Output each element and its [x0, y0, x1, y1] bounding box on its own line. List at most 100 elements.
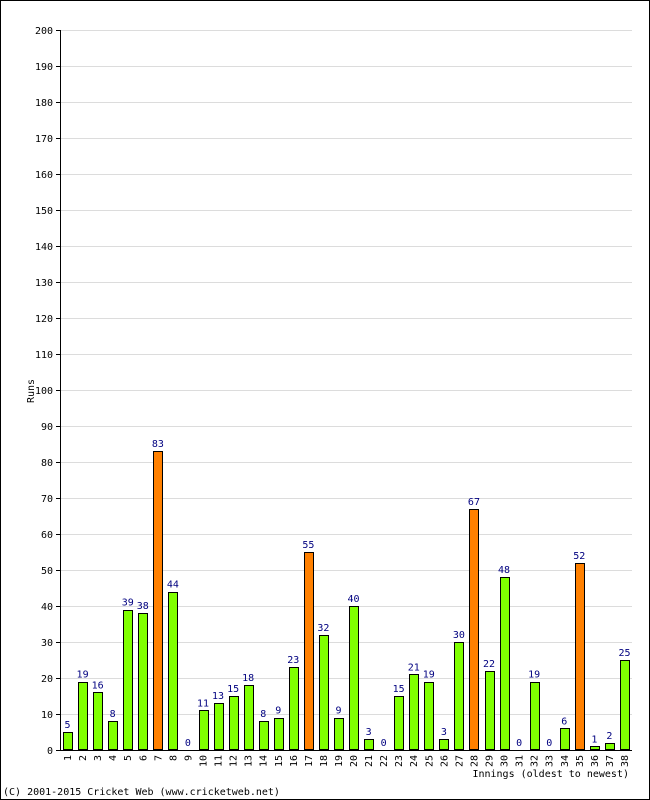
x-tick-label: 17 [304, 755, 315, 767]
x-tick-label: 22 [379, 755, 390, 767]
x-tick-label: 14 [259, 755, 270, 767]
bar [469, 509, 479, 750]
y-tick-label: 200 [35, 26, 53, 37]
bar [138, 613, 148, 750]
x-tick-label: 4 [108, 755, 119, 761]
x-axis-title: Innings (oldest to newest) [472, 769, 629, 780]
bar [244, 685, 254, 750]
x-tick-label: 8 [168, 755, 179, 761]
data-label: 8 [260, 709, 266, 720]
data-label: 21 [408, 662, 420, 673]
bar [530, 682, 540, 750]
bar [364, 739, 374, 750]
data-label: 18 [242, 673, 254, 684]
x-tick-label: 36 [590, 755, 601, 767]
x-tick-label: 15 [274, 755, 285, 767]
data-label: 9 [335, 706, 341, 717]
data-label: 39 [122, 598, 134, 609]
x-tick-label: 24 [409, 755, 420, 767]
x-tick-label: 2 [78, 755, 89, 761]
x-tick-label: 29 [485, 755, 496, 767]
bar [78, 682, 88, 750]
x-tick-label: 23 [394, 755, 405, 767]
x-tick-label: 38 [620, 755, 631, 767]
x-tick-label: 33 [545, 755, 556, 767]
bar [500, 577, 510, 750]
x-tick-label: 25 [424, 755, 435, 767]
data-label: 15 [393, 684, 405, 695]
bar [274, 718, 284, 750]
data-label: 52 [573, 551, 585, 562]
axes [56, 30, 632, 751]
data-label: 3 [366, 727, 372, 738]
data-label: 6 [561, 716, 567, 727]
y-tick-label: 40 [41, 602, 53, 613]
bar [123, 610, 133, 750]
data-label: 25 [618, 648, 630, 659]
data-label: 19 [77, 670, 89, 681]
x-tick-label: 18 [319, 755, 330, 767]
y-tick-label: 30 [41, 638, 53, 649]
x-tick-label: 5 [123, 755, 134, 761]
x-tick-label: 10 [199, 755, 210, 767]
data-label: 2 [606, 731, 612, 742]
data-label: 8 [110, 709, 116, 720]
y-tick-label: 80 [41, 458, 53, 469]
bar [424, 682, 434, 750]
x-tick-label: 9 [183, 755, 194, 761]
bar [319, 635, 329, 750]
data-label: 16 [92, 680, 104, 691]
data-label: 0 [546, 738, 552, 749]
data-label: 0 [516, 738, 522, 749]
x-tick-label: 11 [214, 755, 225, 767]
data-label: 1 [591, 734, 597, 745]
bar [304, 552, 314, 750]
bar [575, 563, 585, 750]
data-label: 67 [468, 497, 480, 508]
y-tick-label: 150 [35, 206, 53, 217]
bar [409, 674, 419, 750]
data-label: 0 [185, 738, 191, 749]
y-tick-label: 60 [41, 530, 53, 541]
bar [485, 671, 495, 750]
bar [289, 667, 299, 750]
bar [605, 743, 615, 750]
data-label: 23 [287, 655, 299, 666]
data-label: 5 [65, 720, 71, 731]
copyright-credit: (C) 2001-2015 Cricket Web (www.cricketwe… [3, 787, 280, 798]
x-tick-label: 32 [530, 755, 541, 767]
x-tick-label: 12 [229, 755, 240, 767]
y-tick-label: 100 [35, 386, 53, 397]
bar [214, 703, 224, 750]
data-label: 55 [302, 540, 314, 551]
bar [560, 728, 570, 750]
x-tick-label: 30 [500, 755, 511, 767]
bar [93, 692, 103, 750]
y-axis-title: Runs [26, 379, 37, 403]
x-tick-label: 20 [349, 755, 360, 767]
data-label: 38 [137, 601, 149, 612]
bar [394, 696, 404, 750]
y-tick-label: 0 [47, 746, 53, 757]
bar [168, 592, 178, 750]
x-tick-label: 35 [575, 755, 586, 767]
y-tick-label: 140 [35, 242, 53, 253]
data-label: 44 [167, 580, 179, 591]
x-tick-label: 28 [469, 755, 480, 767]
y-tick-label: 160 [35, 170, 53, 181]
y-tick-label: 50 [41, 566, 53, 577]
data-label: 40 [348, 594, 360, 605]
x-tick-label: 1 [63, 755, 74, 761]
x-tick-label: 3 [93, 755, 104, 761]
bar [620, 660, 630, 750]
data-label: 48 [498, 565, 510, 576]
bar [590, 746, 600, 750]
y-tick-label: 180 [35, 98, 53, 109]
bar [199, 710, 209, 750]
y-tick-label: 120 [35, 314, 53, 325]
bar [349, 606, 359, 750]
x-tick-label: 34 [560, 755, 571, 767]
labels: 0102030405060708090100110120130140150160… [35, 26, 631, 767]
data-label: 13 [212, 691, 224, 702]
